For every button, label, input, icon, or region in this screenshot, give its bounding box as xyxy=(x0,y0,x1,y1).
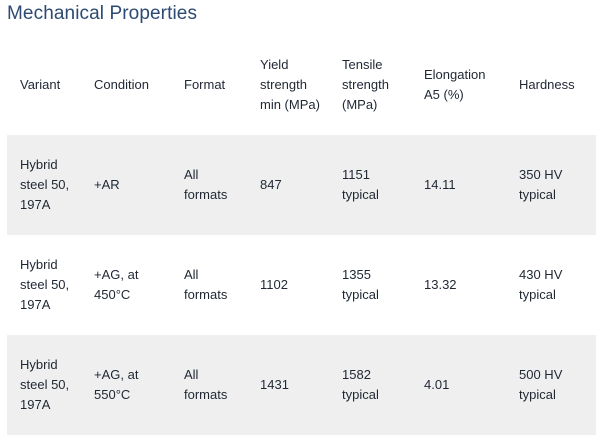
header-format: Format xyxy=(184,76,226,92)
cell-variant: Hybrid steel 50, 197A xyxy=(20,257,70,312)
section-title: Mechanical Properties xyxy=(7,3,198,24)
cell-hardness: 500 HV typical xyxy=(506,335,596,435)
header-elongation: Elongation A5 (%) xyxy=(424,66,486,102)
cell-condition: +AG, at 450°C xyxy=(94,267,139,302)
cell-tensile-strength: 1582 typical xyxy=(329,335,411,435)
cell-variant: Hybrid steel 50, 197A xyxy=(7,335,81,435)
table-row: Hybrid steel 50, 197A +AG, at 550°C All … xyxy=(7,335,596,435)
cell-yield-strength: 1102 xyxy=(260,277,288,292)
header-yield-strength: Yield strength min (MPa) xyxy=(260,56,320,112)
cell-format: All formats xyxy=(171,135,247,235)
header-condition: Condition xyxy=(94,76,149,92)
cell-elongation: 4.01 xyxy=(411,335,506,435)
cell-hardness: 350 HV typical xyxy=(506,135,596,235)
cell-condition: +AG, at 550°C xyxy=(81,335,171,435)
mechanical-properties-table: Variant Condition Format Yield strength … xyxy=(7,34,596,435)
header-hardness: Hardness xyxy=(519,76,575,92)
cell-format: All formats xyxy=(184,267,228,302)
table-row: Hybrid steel 50, 197A +AR All formats 84… xyxy=(7,135,596,235)
cell-yield-strength: 1431 xyxy=(247,335,329,435)
cell-elongation: 13.32 xyxy=(424,277,457,292)
header-tensile-strength: Tensile strength (MPa) xyxy=(342,56,389,112)
cell-elongation: 14.11 xyxy=(411,135,506,235)
cell-tensile-strength: 1151 typical xyxy=(329,135,411,235)
cell-yield-strength: 847 xyxy=(247,135,329,235)
header-variant: Variant xyxy=(20,76,61,92)
cell-hardness: 430 HV typical xyxy=(519,267,563,302)
cell-tensile-strength: 1355 typical xyxy=(342,267,379,302)
table-row: Hybrid steel 50, 197A +AG, at 450°C All … xyxy=(7,235,596,335)
table-header-row: Variant Condition Format Yield strength … xyxy=(7,34,596,135)
cell-variant: Hybrid steel 50, 197A xyxy=(7,135,81,235)
cell-format: All formats xyxy=(171,335,247,435)
cell-condition: +AR xyxy=(81,135,171,235)
